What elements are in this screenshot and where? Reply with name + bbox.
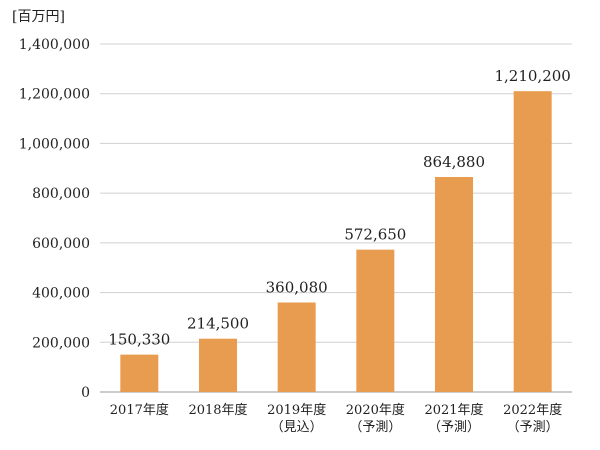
y-tick-label: 400,000 [32,286,90,302]
y-tick-label: 1,200,000 [19,87,90,103]
bar [199,338,237,392]
bar [120,354,159,392]
y-tick-label: 600,000 [32,236,90,252]
x-tick-label: （予測） [507,420,559,435]
data-label: 150,330 [108,331,170,349]
data-label: 572,650 [344,226,406,244]
bar [277,302,316,392]
data-label: 214,500 [187,315,249,333]
bar [435,177,473,392]
x-tick-label: 2020年度 [346,402,405,418]
bar [356,249,395,392]
x-tick-label: 2021年度 [424,402,483,418]
x-tick-label: 2019年度 [267,402,326,418]
y-tick-label: 1,400,000 [19,37,90,53]
bar [513,91,552,392]
y-tick-label: 200,000 [32,335,90,351]
x-tick-label: （予測） [428,420,480,435]
x-tick-label: （見込） [271,420,323,435]
y-tick-label: 0 [81,385,90,401]
data-label: 360,080 [266,278,328,296]
y-tick-label: 1,000,000 [19,136,90,152]
x-tick-label: 2017年度 [110,402,169,418]
x-tick-label: 2018年度 [188,402,247,418]
x-tick-label: 2022年度 [503,402,562,418]
data-label: 864,880 [423,153,485,171]
y-tick-label: 800,000 [32,186,90,202]
y-axis-unit-label: [百万円] [12,9,65,25]
data-label: 1,210,200 [494,67,570,85]
x-tick-label: （予測） [349,420,401,435]
